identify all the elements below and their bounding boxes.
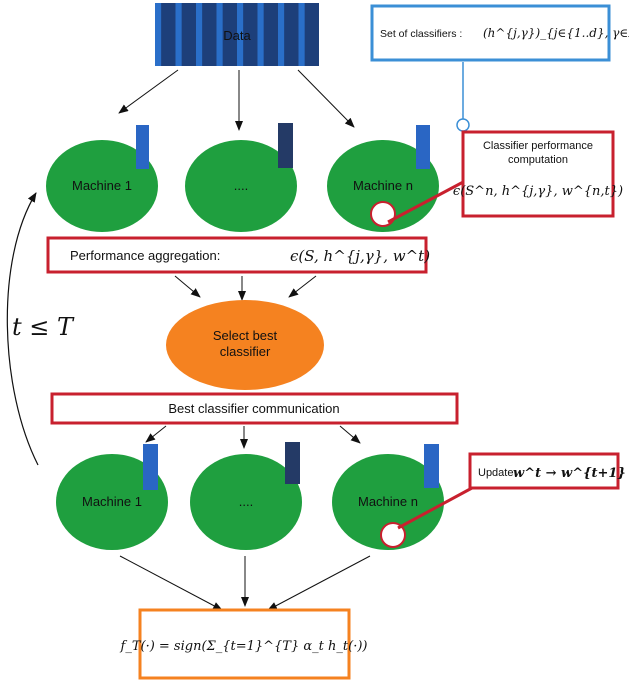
communication-to-machine-arrows [145, 425, 361, 449]
final-formula: f_T(·) = sign(Σ_{t=1}^{T} α_t h_t(·)) [120, 639, 368, 654]
bottom-machine-n [332, 454, 444, 550]
data-stripe [155, 3, 162, 66]
data-to-machine-arrows [118, 69, 355, 131]
classifier-set-formula: (h^{j,γ})_{j∈{1..d}, γ∈Γ^j} [483, 26, 629, 40]
classifier-perf-line1: Classifier performance [483, 140, 593, 152]
data-stripe [196, 3, 203, 66]
machine-to-final-arrows [119, 555, 371, 611]
data-stripe [278, 3, 285, 66]
top-machine-middle-bar [278, 123, 293, 168]
bottom-machine-n-label: Machine n [358, 494, 418, 509]
update-box: Update w^t → w^{t+1} [397, 452, 626, 530]
classifier-perf-line2: computation [508, 154, 568, 166]
aggregation-box: Performance aggregation: ϵ(S, h^{j,γ}, w… [46, 236, 430, 274]
top-machine-n-callout-dot [370, 201, 396, 227]
select-best-line1: Select best [213, 328, 278, 343]
top-machine-middle-label: .... [234, 178, 248, 193]
final-box: f_T(·) = sign(Σ_{t=1}^{T} α_t h_t(·)) [120, 608, 368, 680]
aggregation-to-select-arrows [174, 275, 317, 301]
classifier-set-box: Set of classifiers : (h^{j,γ})_{j∈{1..d}… [370, 4, 629, 132]
arrow-left-to-select [174, 275, 201, 298]
bottom-machine-n-bar [424, 444, 439, 488]
aggregation-border [46, 236, 428, 274]
data-stripe [216, 3, 223, 66]
aggregation-label: Performance aggregation: [70, 248, 220, 263]
aggregation-formula: ϵ(S, h^{j,γ}, w^t) [290, 247, 430, 265]
classifier-set-connector-dot [456, 118, 470, 132]
data-block: Data [155, 3, 319, 66]
top-machine-n-bar [416, 125, 430, 169]
arrow-machine-n-to-final [267, 555, 371, 611]
top-machine-1-label: Machine 1 [72, 178, 132, 193]
bottom-machine-1-label: Machine 1 [82, 494, 142, 509]
data-block-label: Data [223, 28, 251, 43]
loop: t ≤ T [6, 192, 75, 466]
data-stripe [298, 3, 305, 66]
classifier-perf-box: Classifier performance computation ϵ(S^n… [387, 130, 623, 224]
bottom-machines: Machine 1 .... Machine n [56, 442, 444, 550]
update-connector [397, 486, 473, 530]
classifier-perf-connector [387, 178, 468, 224]
bottom-machine-middle-label: .... [239, 494, 253, 509]
top-machine-middle [185, 140, 297, 232]
communication-border [50, 392, 459, 425]
bottom-machine-1 [56, 454, 168, 550]
top-machines: Machine 1 .... Machine n [46, 123, 439, 232]
classifier-set-border [370, 4, 611, 62]
loop-label: t ≤ T [12, 313, 75, 341]
classifier-perf-formula: ϵ(S^n, h^{j,γ}, w^{n,t}) [453, 184, 623, 199]
arrow-data-to-machine-1 [118, 69, 179, 114]
update-border [468, 452, 620, 490]
select-best-ellipse [166, 300, 324, 390]
data-stripe [257, 3, 264, 66]
arrow-machine-1-to-final [119, 555, 223, 611]
select-best-node: Select best classifier [166, 300, 324, 390]
bottom-machine-middle-bar [285, 442, 300, 484]
bottom-machine-middle [190, 454, 302, 550]
data-stripe [237, 3, 244, 66]
classifier-perf-border [461, 130, 615, 218]
top-machine-n-label: Machine n [353, 178, 413, 193]
arrow-comm-to-machine-n [339, 425, 361, 444]
communication-label: Best classifier communication [168, 401, 339, 416]
arrow-comm-to-machine-1 [145, 425, 167, 443]
communication-box: Best classifier communication [50, 392, 459, 425]
update-label: Update [478, 467, 513, 479]
data-stripes [155, 3, 305, 66]
loop-arrow [6, 192, 39, 466]
top-machine-1 [46, 140, 158, 232]
arrow-data-to-machine-n [297, 69, 355, 128]
arrow-right-to-select [288, 275, 317, 298]
classifier-set-label: Set of classifiers : [380, 28, 462, 40]
data-stripe [175, 3, 182, 66]
update-formula: w^t → w^{t+1} [513, 466, 626, 481]
final-border [138, 608, 351, 680]
select-best-line2: classifier [220, 344, 271, 359]
bottom-machine-1-bar [143, 444, 158, 490]
top-machine-1-bar [136, 125, 149, 169]
